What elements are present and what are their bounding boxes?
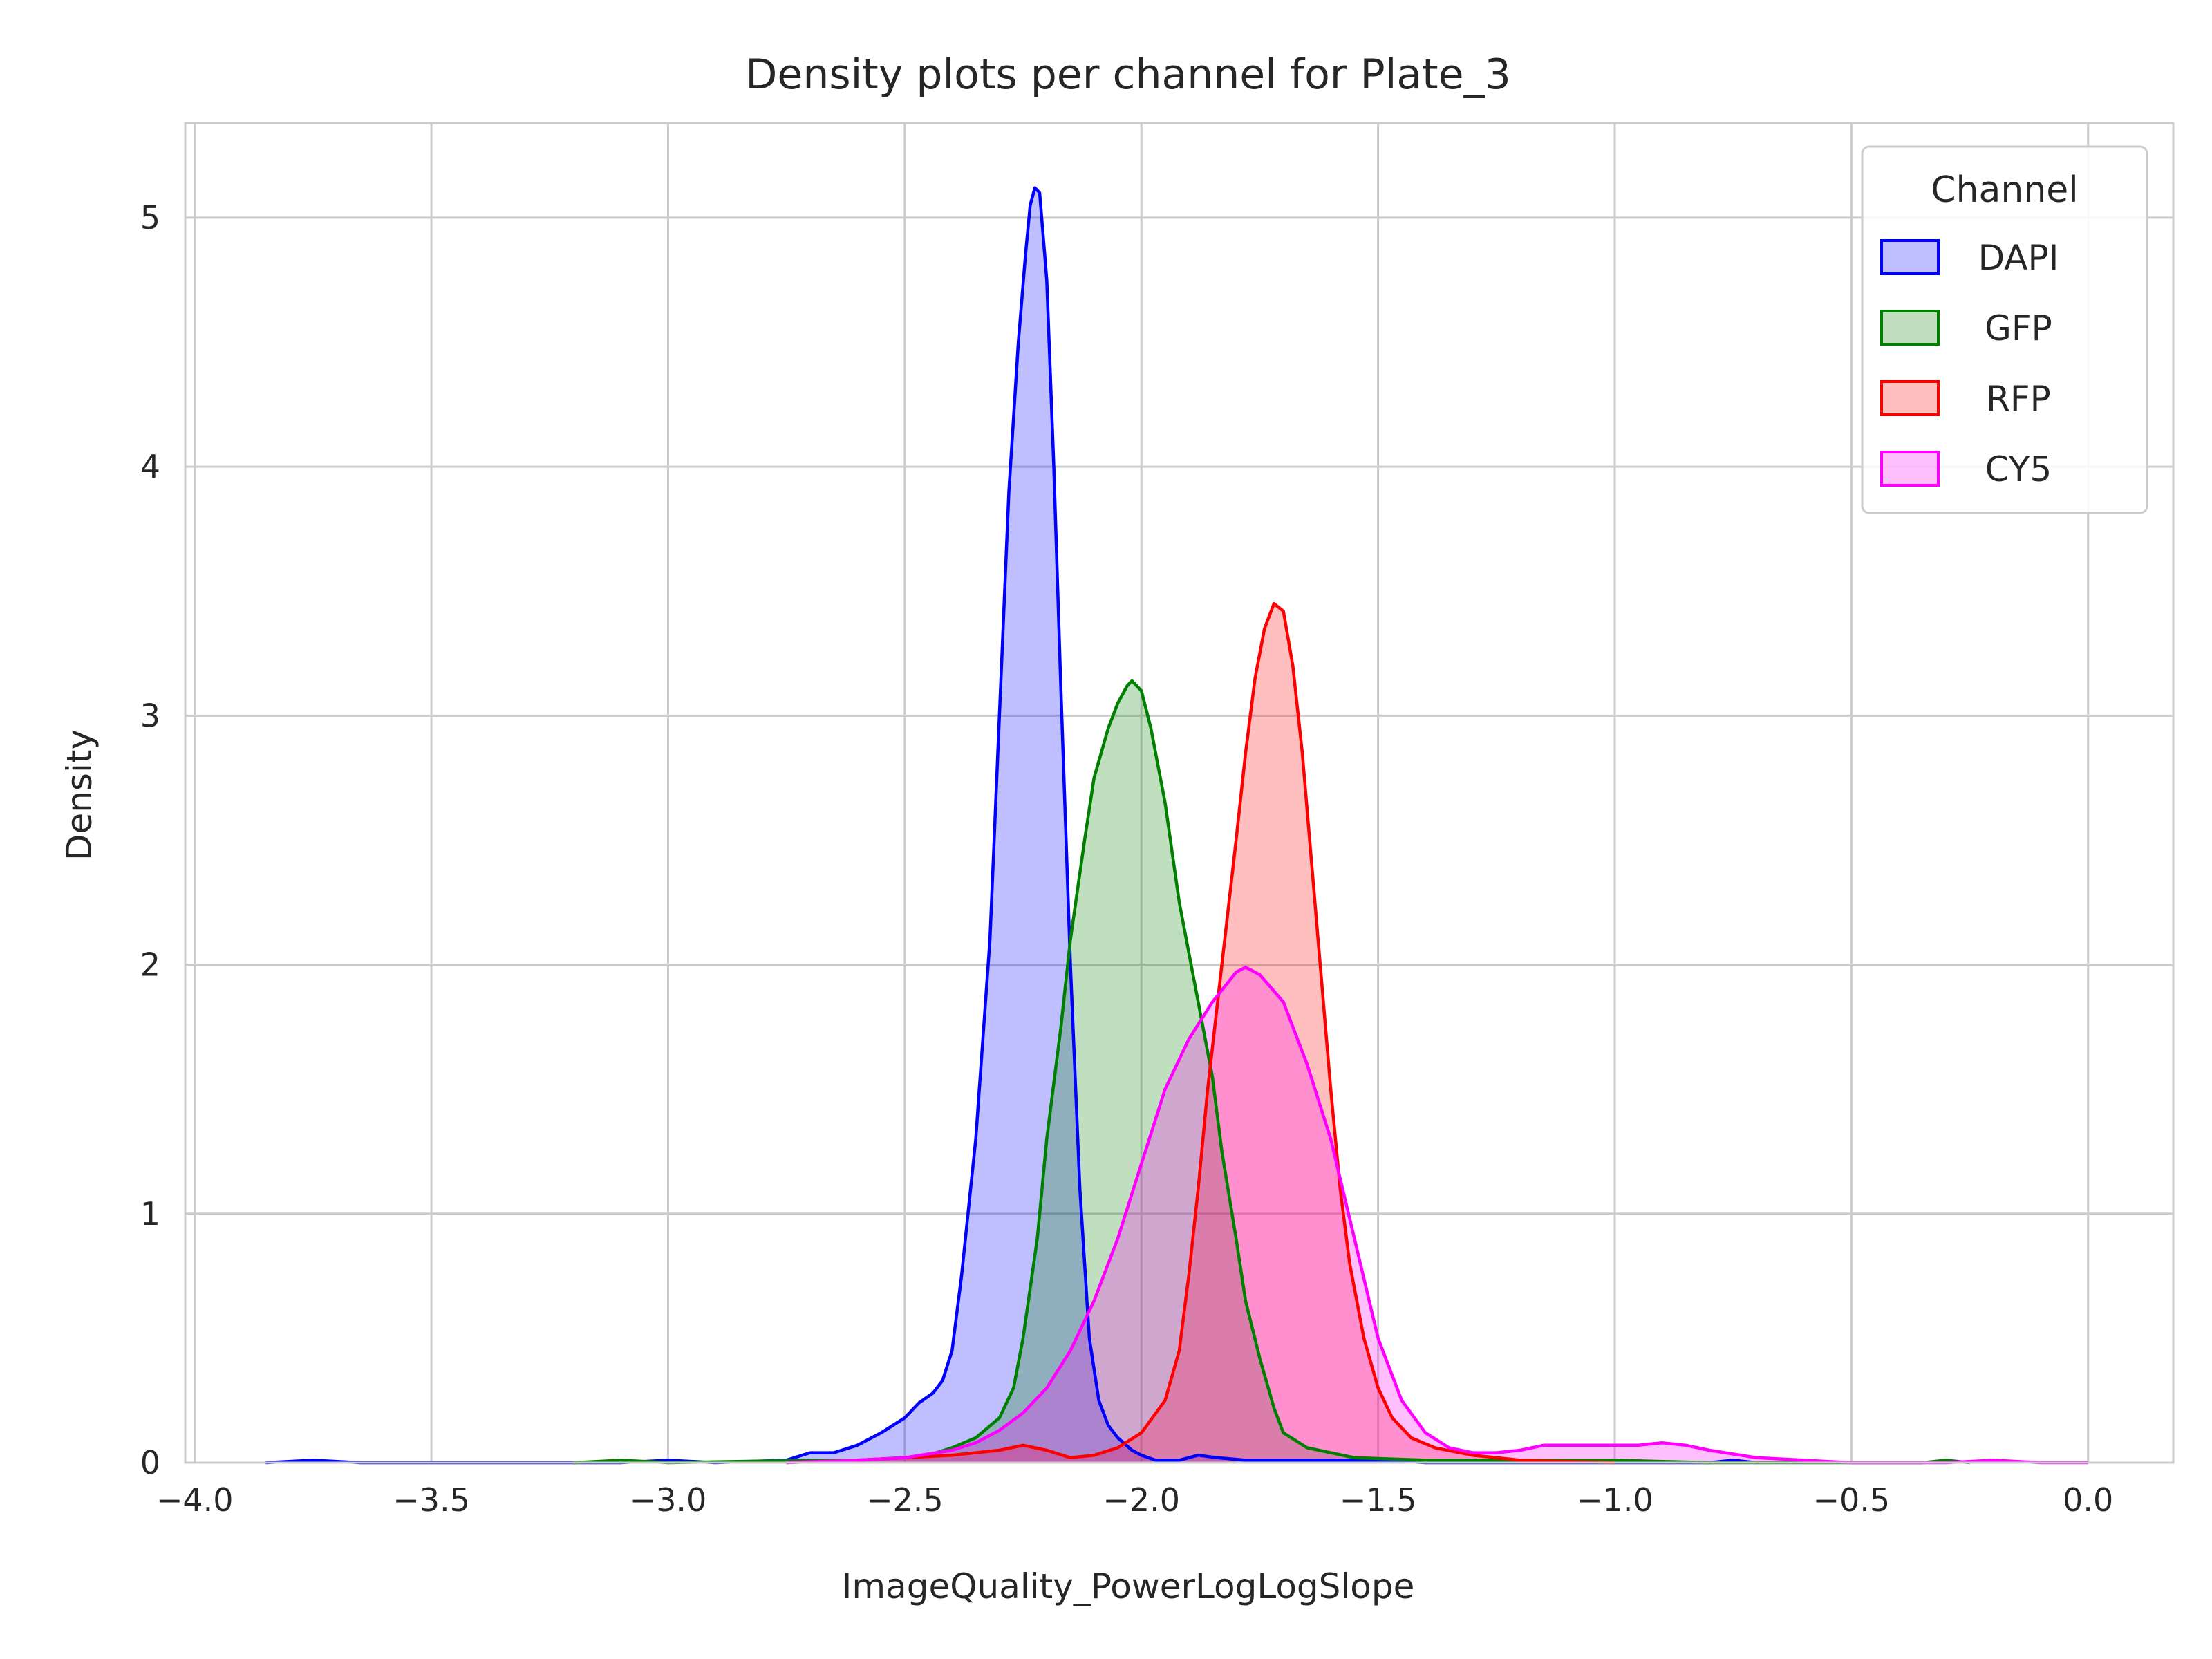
- y-tick-label: 5: [140, 199, 160, 236]
- y-tick-label: 1: [140, 1195, 160, 1232]
- density-areas: [265, 187, 2088, 1463]
- legend-swatch-rfp: [1880, 380, 1940, 416]
- x-tick-label: −4.0: [156, 1481, 234, 1519]
- x-axis-ticks: −4.0 −3.5 −3.0 −2.5 −2.0 −1.5 −1.0 −0.5 0.0: [156, 1481, 2113, 1519]
- legend-box: [1861, 145, 2148, 514]
- chart-title: Density plots per channel for Plate_3: [745, 50, 1511, 99]
- density-line-gfp: [573, 679, 1970, 1465]
- x-tick-label: −1.5: [1340, 1481, 1417, 1519]
- density-line-dapi: [265, 186, 1757, 1465]
- density-line-cy5: [786, 965, 2088, 1465]
- x-tick-label: −1.0: [1576, 1481, 1653, 1519]
- y-axis-label: Density: [59, 729, 100, 861]
- legend-label-cy5: CY5: [1985, 449, 2052, 489]
- y-tick-label: 0: [140, 1444, 160, 1481]
- x-tick-label: −2.0: [1103, 1481, 1180, 1519]
- density-lines: [265, 186, 2088, 1465]
- plot-area: [185, 123, 2173, 1463]
- legend-swatch-gfp: [1880, 310, 1940, 346]
- plot-frame: [184, 122, 2175, 1464]
- x-tick-label: −2.5: [866, 1481, 944, 1519]
- y-axis-ticks: 0 1 2 3 4 5: [140, 199, 160, 1481]
- legend-label-gfp: GFP: [1985, 308, 2052, 348]
- y-tick-label: 3: [140, 697, 160, 734]
- x-tick-label: 0.0: [2063, 1481, 2113, 1519]
- y-tick-label: 4: [140, 448, 160, 485]
- density-area-cy5: [786, 967, 2088, 1463]
- y-tick-label: 2: [140, 946, 160, 984]
- x-tick-label: −0.5: [1813, 1481, 1891, 1519]
- x-axis-label: ImageQuality_PowerLogLogSlope: [842, 1566, 1415, 1606]
- legend-swatch-dapi: [1880, 239, 1940, 275]
- density-line-rfp: [786, 601, 1615, 1465]
- density-area-rfp: [786, 603, 1615, 1463]
- legend-title: Channel: [1931, 169, 2078, 211]
- x-tick-label: −3.0: [630, 1481, 707, 1519]
- x-tick-label: −3.5: [393, 1481, 470, 1519]
- legend-label-rfp: RFP: [1986, 379, 2051, 419]
- legend-label-dapi: DAPI: [1978, 238, 2059, 278]
- density-area-dapi: [265, 187, 1757, 1463]
- legend-swatch-cy5: [1880, 451, 1940, 487]
- legend: Channel DAPI GFP RFP CY5: [1861, 145, 2148, 514]
